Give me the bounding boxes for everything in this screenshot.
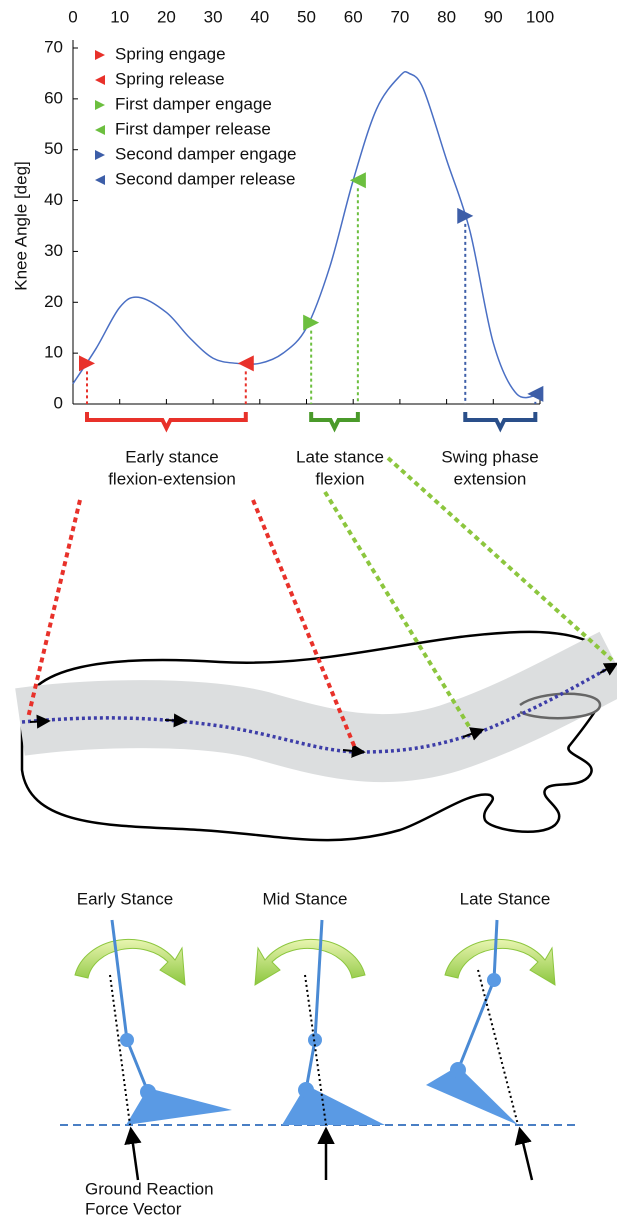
figure: Knee Angle [deg] 0 10 20 30 40 50 60 70 0 10 20 30 4…	[0, 0, 617, 1224]
force-line	[110, 975, 130, 1125]
plot: 0 10 20 30 40 50 60 70 0 10 20 30 40 50 60 70 80 90 100 Spr…	[44, 7, 554, 488]
phase-label: flexion-extension	[108, 469, 236, 488]
x-tick-label: 30	[204, 7, 223, 26]
ankle	[450, 1062, 466, 1078]
legend-label: First damper release	[115, 119, 271, 138]
y-tick-label: 10	[44, 343, 63, 362]
moment-arrow	[255, 939, 365, 985]
force-arrow	[131, 1130, 138, 1180]
x-tick-label: 0	[68, 7, 77, 26]
knee	[120, 1033, 134, 1047]
x-tick-label: 100	[526, 7, 554, 26]
legend-label: Spring release	[115, 69, 225, 88]
y-tick-label: 30	[44, 241, 63, 260]
x-tick-label: 70	[390, 7, 409, 26]
y-tick-label: 70	[44, 37, 63, 56]
legend-marker	[95, 150, 105, 160]
phase-label: Early stance	[125, 447, 219, 466]
phase-label: Swing phase	[441, 447, 538, 466]
legend-label: First damper engage	[115, 94, 272, 113]
y-tick-label: 60	[44, 88, 63, 107]
phase-marker	[238, 355, 254, 371]
legend-marker	[95, 75, 105, 85]
phase-bracket	[311, 412, 358, 428]
legend-label: Second damper release	[115, 169, 296, 188]
legend-label: Spring engage	[115, 44, 226, 63]
phase-label: Late stance	[296, 447, 384, 466]
y-tick-label: 40	[44, 190, 63, 209]
y-tick-label: 20	[44, 292, 63, 311]
force-arrow	[520, 1130, 532, 1180]
phase-bracket	[87, 412, 246, 428]
foot	[426, 1066, 518, 1125]
ankle	[140, 1084, 156, 1100]
phase-bracket	[465, 412, 535, 428]
moment-arrow	[75, 939, 185, 985]
phase-marker	[457, 208, 473, 224]
x-tick-label: 40	[250, 7, 269, 26]
y-tick-label: 50	[44, 139, 63, 158]
phase-label: flexion	[315, 469, 364, 488]
legend-marker	[95, 50, 105, 60]
foot-diagram	[20, 458, 616, 840]
x-tick-label: 90	[484, 7, 503, 26]
x-tick-label: 80	[437, 7, 456, 26]
legend-label: Second damper engage	[115, 144, 296, 163]
ankle	[298, 1082, 314, 1098]
y-tick-label: 0	[54, 393, 63, 412]
legend-marker	[95, 100, 105, 110]
phase-marker	[79, 355, 95, 371]
x-tick-label: 10	[110, 7, 129, 26]
stance-label: Early Stance	[77, 889, 173, 908]
phase-marker	[527, 386, 543, 402]
force-label: Ground Reaction	[85, 1179, 214, 1198]
knee	[487, 973, 501, 987]
x-tick-label: 60	[344, 7, 363, 26]
foot	[282, 1085, 385, 1125]
force-label: Force Vector	[85, 1199, 182, 1218]
page: Knee Angle [deg] 0 10 20 30 40 50 60 70 0 10 20 30 4…	[0, 0, 617, 1224]
legend-marker	[95, 125, 105, 135]
stance-diagrams: Early Stance Mid Stance Late Stance Grou…	[60, 889, 575, 1218]
stance-label: Mid Stance	[262, 889, 347, 908]
y-axis-label: Knee Angle [deg]	[11, 161, 30, 291]
x-tick-label: 50	[297, 7, 316, 26]
legend-marker	[95, 175, 105, 185]
x-tick-label: 20	[157, 7, 176, 26]
stance-label: Late Stance	[460, 889, 551, 908]
phase-label: extension	[454, 469, 527, 488]
